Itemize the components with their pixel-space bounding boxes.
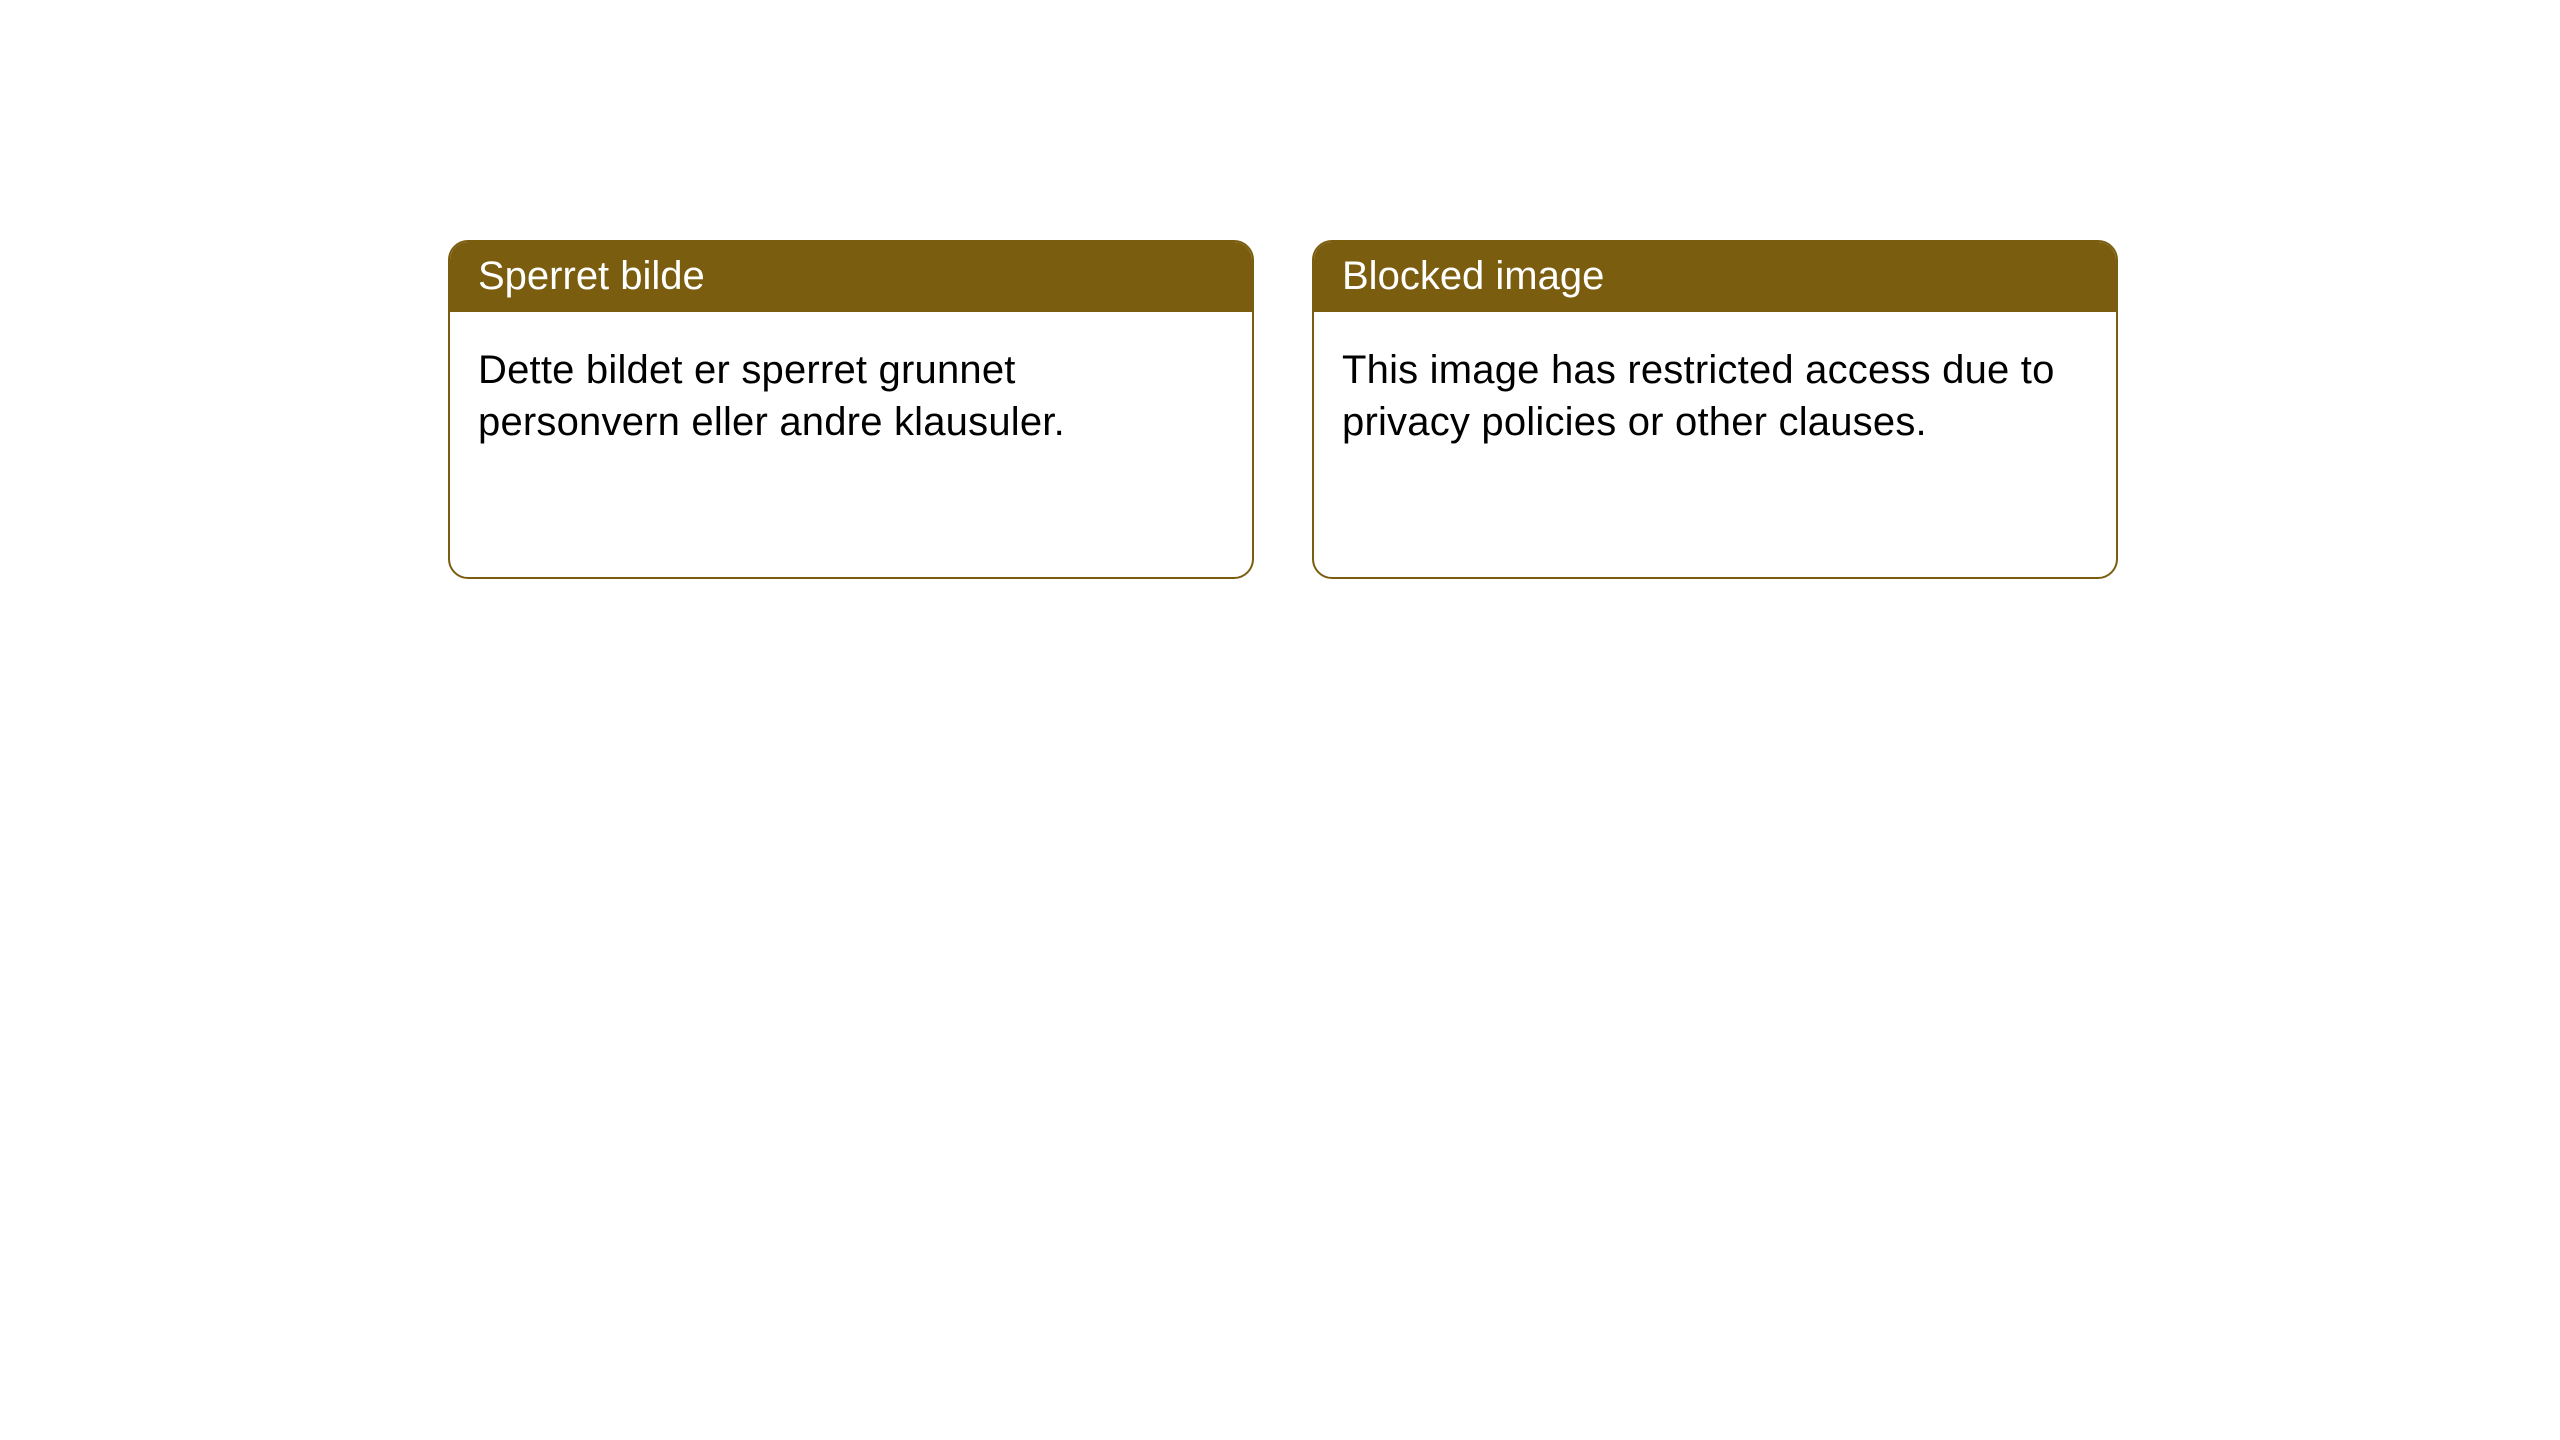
box-header: Sperret bilde xyxy=(450,242,1252,312)
info-boxes-row: Sperret bilde Dette bildet er sperret gr… xyxy=(448,240,2560,579)
box-body: This image has restricted access due to … xyxy=(1314,312,2116,480)
blocked-image-box-en: Blocked image This image has restricted … xyxy=(1312,240,2118,579)
box-body: Dette bildet er sperret grunnet personve… xyxy=(450,312,1252,480)
box-header: Blocked image xyxy=(1314,242,2116,312)
blocked-image-box-no: Sperret bilde Dette bildet er sperret gr… xyxy=(448,240,1254,579)
